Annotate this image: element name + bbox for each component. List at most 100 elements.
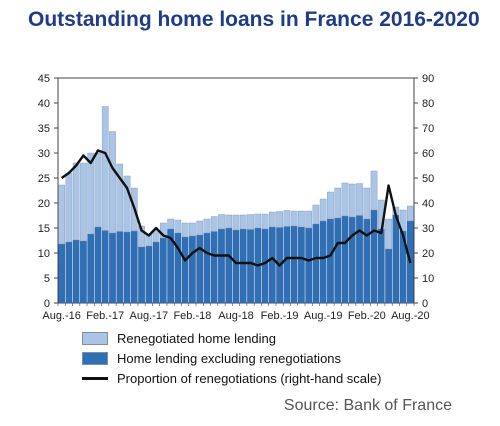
left-tick-label: 25 <box>38 173 50 185</box>
legend-label-renegotiated: Renegotiated home lending <box>117 330 277 346</box>
bar-excluding <box>348 216 356 304</box>
bar-renegotiated <box>232 214 240 231</box>
bar-excluding <box>305 227 312 304</box>
bar-excluding <box>269 226 276 304</box>
left-tick-label: 10 <box>38 248 50 260</box>
right-tick-label: 10 <box>422 273 434 285</box>
left-tick-label: 5 <box>44 273 50 285</box>
right-tick-label: 90 <box>422 73 434 85</box>
legend-label-excluding: Home lending excluding renegotiations <box>117 350 342 366</box>
bar-excluding <box>319 220 327 304</box>
bar-renegotiated <box>239 214 247 230</box>
bar-excluding <box>196 234 203 304</box>
bar-renegotiated <box>218 214 225 230</box>
bar-renegotiated <box>407 205 414 222</box>
bar-excluding <box>94 226 102 304</box>
bar-renegotiated <box>261 213 269 230</box>
x-tick-label: Feb.-20 <box>348 310 386 322</box>
x-tick-label: Aug.-19 <box>304 310 343 322</box>
left-tick-label: 15 <box>38 223 50 235</box>
bar-renegotiated <box>203 218 211 234</box>
bar-renegotiated <box>298 210 305 228</box>
bar-excluding <box>87 233 95 304</box>
bar-excluding <box>152 241 160 304</box>
bar-renegotiated <box>363 187 371 220</box>
bar-renegotiated <box>356 183 363 216</box>
bar-renegotiated <box>80 162 87 242</box>
legend-swatch-proportion <box>82 376 108 380</box>
bar-excluding <box>130 230 138 304</box>
bar-renegotiated <box>58 184 65 245</box>
bar-renegotiated <box>94 152 102 228</box>
bar-excluding <box>363 218 371 304</box>
left-tick-label: 35 <box>38 123 50 135</box>
bar-excluding <box>58 243 65 304</box>
bar-renegotiated <box>196 220 203 236</box>
left-tick-label: 0 <box>44 298 50 310</box>
x-tick-label: Aug.-16 <box>42 310 81 322</box>
bar-excluding <box>247 229 254 304</box>
bar-excluding <box>283 226 291 304</box>
right-tick-label: 70 <box>422 123 434 135</box>
left-tick-label: 30 <box>38 148 50 160</box>
left-axis: 0 5 10 15 20 25 30 35 40 45 <box>38 73 58 310</box>
legend-item-renegotiated: Renegotiated home lending <box>82 328 381 348</box>
bar-renegotiated <box>138 225 145 248</box>
bar-excluding <box>377 228 385 304</box>
bar-renegotiated <box>189 222 196 237</box>
bar-excluding <box>189 235 196 304</box>
bars-layer <box>58 106 414 304</box>
bar-excluding <box>181 236 189 304</box>
right-tick-label: 20 <box>422 248 434 260</box>
bar-excluding <box>160 237 167 304</box>
bar-renegotiated <box>334 187 342 219</box>
line-layer <box>60 149 412 267</box>
bar-excluding <box>80 240 87 304</box>
bar-excluding <box>123 231 131 304</box>
right-axis: 0 10 20 30 40 50 60 70 80 90 <box>414 73 434 310</box>
bar-renegotiated <box>399 209 407 232</box>
bar-excluding <box>370 209 378 304</box>
bar-renegotiated <box>167 218 174 230</box>
bar-renegotiated <box>174 219 182 234</box>
bar-renegotiated <box>312 204 320 225</box>
bar-renegotiated <box>305 210 312 229</box>
x-tick-label: Feb.-18 <box>173 310 211 322</box>
x-tick-label: Feb.-19 <box>261 310 299 322</box>
bar-renegotiated <box>327 191 334 220</box>
bar-renegotiated <box>109 131 116 234</box>
bar-renegotiated <box>247 214 254 230</box>
bar-renegotiated <box>385 218 392 250</box>
legend-label-proportion: Proportion of renegotiations (right-hand… <box>117 370 382 386</box>
bar-excluding <box>261 228 269 304</box>
x-tick-label: Feb.-17 <box>86 310 124 322</box>
chart-title: Outstanding home loans in France 2016-20… <box>28 8 480 31</box>
bar-renegotiated <box>72 162 80 241</box>
left-tick-label: 40 <box>38 98 50 110</box>
bar-excluding <box>232 229 240 304</box>
bar-renegotiated <box>319 198 327 222</box>
bar-renegotiated <box>348 183 356 218</box>
bar-excluding <box>312 223 320 304</box>
legend-swatch-excluding <box>82 351 108 365</box>
bar-excluding <box>138 246 145 304</box>
right-tick-label: 40 <box>422 198 434 210</box>
right-tick-label: 50 <box>422 173 434 185</box>
bar-renegotiated <box>123 175 131 233</box>
legend-item-excluding: Home lending excluding renegotiations <box>82 348 381 368</box>
bar-renegotiated <box>210 216 218 232</box>
bar-excluding <box>145 245 153 304</box>
left-tick-label: 45 <box>38 73 50 85</box>
right-tick-label: 60 <box>422 148 434 160</box>
bar-renegotiated <box>101 106 109 231</box>
bar-excluding <box>327 218 334 304</box>
bar-renegotiated <box>160 222 167 239</box>
right-tick-label: 30 <box>422 223 434 235</box>
left-tick-label: 20 <box>38 198 50 210</box>
bar-renegotiated <box>116 163 124 232</box>
right-tick-label: 80 <box>422 98 434 110</box>
bar-excluding <box>341 215 349 304</box>
bar-excluding <box>72 239 80 304</box>
bar-excluding <box>109 232 116 304</box>
